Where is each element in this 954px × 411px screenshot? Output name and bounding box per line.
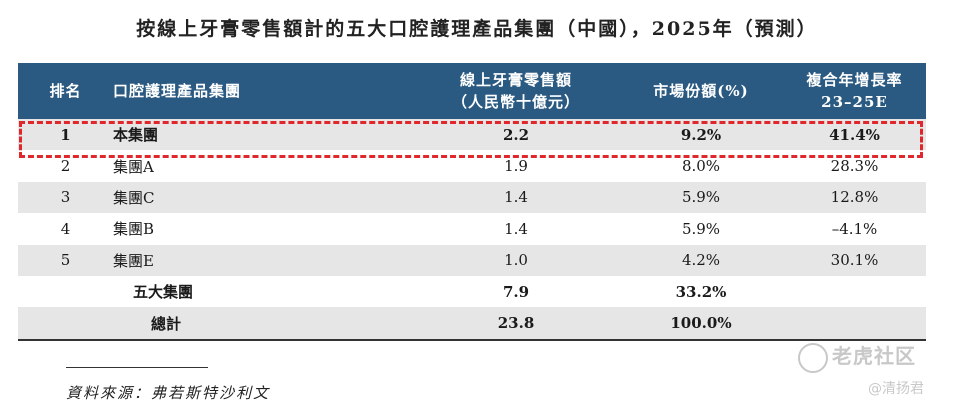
header-sales-line2: （人民幣十億元） <box>451 93 580 111</box>
source-note: 資料來源：弗若斯特沙利文 <box>66 384 271 402</box>
row-sales: 1.9 <box>504 157 528 176</box>
tiger-logo-icon <box>798 342 828 373</box>
row-share: 5.9% <box>619 181 783 214</box>
top5-spacer <box>18 276 113 307</box>
header-cagr: 複合年增長率 23–25E <box>783 63 926 119</box>
row-sales: 1.4 <box>504 219 528 238</box>
row-cagr: 30.1% <box>783 244 926 276</box>
row-sales: 1.0 <box>413 244 619 276</box>
row-rank: 5 <box>18 244 113 276</box>
footnote-rule <box>66 367 208 368</box>
table-row: 5 集團E 1.0 4.2% 30.1% <box>18 244 926 276</box>
total-row: 總計 23.8 100.0% <box>18 307 926 341</box>
top5-sales: 7.9 <box>502 282 530 301</box>
header-cagr-line2: 23–25E <box>821 93 888 111</box>
row-cagr: 12.8% <box>783 181 926 214</box>
row-cagr: –4.1% <box>831 219 878 238</box>
total-empty <box>783 307 926 341</box>
total-share: 100.0% <box>619 307 783 341</box>
row-sales: 1.4 <box>413 181 619 214</box>
watermark-brand-text: 老虎社区 <box>832 344 916 368</box>
row-cagr: 28.3% <box>830 157 879 176</box>
table-row: 2 集團A 1.9 8.0% 28.3% <box>18 150 926 181</box>
row-cagr: 41.4% <box>783 119 926 151</box>
top5-label: 五大集團 <box>133 283 194 302</box>
table-header-row: 排名 口腔護理產品集團 線上牙膏零售額 （人民幣十億元） 市場份額(%) 複合年… <box>18 63 926 119</box>
row-share: 8.0% <box>681 157 721 176</box>
total-label: 總計 <box>113 307 413 341</box>
row-share: 5.9% <box>681 219 721 238</box>
row-share: 9.2% <box>619 119 783 151</box>
table-row: 1 本集團 2.2 9.2% 41.4% <box>18 119 926 151</box>
header-rank: 排名 <box>18 63 113 119</box>
total-spacer <box>18 307 113 341</box>
watermark-brand: 老虎社区 <box>798 340 916 373</box>
watermark-user: @清扬君 <box>868 381 924 397</box>
row-share: 4.2% <box>619 244 783 276</box>
row-group: 集團E <box>113 244 413 276</box>
top5-row: 五大集團 7.9 33.2% <box>18 276 926 307</box>
total-sales: 23.8 <box>413 307 619 341</box>
row-group: 集團A <box>113 157 154 176</box>
row-rank: 2 <box>60 157 71 176</box>
header-sales-line1: 線上牙膏零售額 <box>459 71 572 89</box>
header-cagr-line1: 複合年增長率 <box>806 71 903 89</box>
row-rank: 4 <box>60 219 71 238</box>
row-group: 集團B <box>113 220 155 239</box>
row-sales: 2.2 <box>413 119 619 151</box>
market-share-table: 排名 口腔護理產品集團 線上牙膏零售額 （人民幣十億元） 市場份額(%) 複合年… <box>18 63 926 341</box>
row-rank: 1 <box>18 119 113 151</box>
top5-empty <box>783 276 926 307</box>
table-row: 4 集團B 1.4 5.9% –4.1% <box>18 213 926 244</box>
row-group: 本集團 <box>113 119 413 151</box>
top5-share: 33.2% <box>675 282 727 301</box>
row-rank: 3 <box>18 181 113 214</box>
header-group: 口腔護理產品集團 <box>113 63 413 119</box>
header-sales: 線上牙膏零售額 （人民幣十億元） <box>413 63 619 119</box>
header-share: 市場份額(%) <box>619 63 783 119</box>
row-group: 集團C <box>113 181 413 214</box>
table-row: 3 集團C 1.4 5.9% 12.8% <box>18 181 926 214</box>
page-title: 按線上牙膏零售額計的五大口腔護理產品集團（中國），2025年（預測） <box>136 18 818 40</box>
